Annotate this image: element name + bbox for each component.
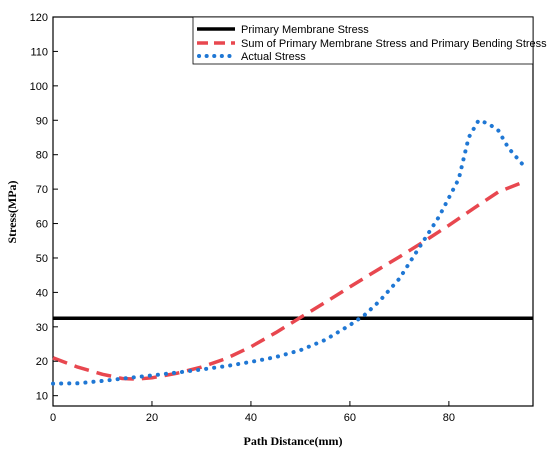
ticks-layer: 0 20 40 60 80 10 20 30 40 50 60 70 80 90 100 110 120 [30,12,455,424]
y-tick-label: 20 [36,356,48,368]
x-tick-label: 60 [344,412,356,424]
y-tick-label: 110 [30,46,48,58]
y-tick-label: 70 [36,184,48,196]
plot-frame [52,16,534,407]
legend-label-primary-membrane: Primary Membrane Stress [241,24,369,36]
series-membrane-plus-bending-line [52,180,524,381]
legend-box [192,16,534,65]
y-tick-label: 60 [36,219,48,231]
x-tick-label: 0 [50,412,56,424]
y-tick-label: 40 [36,287,48,299]
x-axis-title: Path Distance(mm) [244,434,343,448]
y-tick-label: 100 [30,81,48,93]
x-tick-label: 40 [245,412,257,424]
y-axis-title: Stress(MPa) [5,180,19,243]
y-tick-label: 80 [36,150,48,162]
legend: Primary Membrane Stress Sum of Primary M… [192,16,547,65]
y-tick-label: 50 [36,253,48,265]
legend-label-membrane-plus-bending: Sum of Primary Membrane Stress and Prima… [241,38,547,50]
y-tick-label: 30 [36,322,48,334]
x-tick-label: 20 [146,412,158,424]
y-tick-label: 120 [30,12,48,24]
legend-label-actual-stress: Actual Stress [241,51,306,63]
y-tick-label: 90 [36,115,48,127]
x-tick-label: 80 [443,412,455,424]
series-actual-stress-line [51,118,526,386]
y-tick-label: 10 [36,391,48,403]
series-layer [51,118,533,386]
